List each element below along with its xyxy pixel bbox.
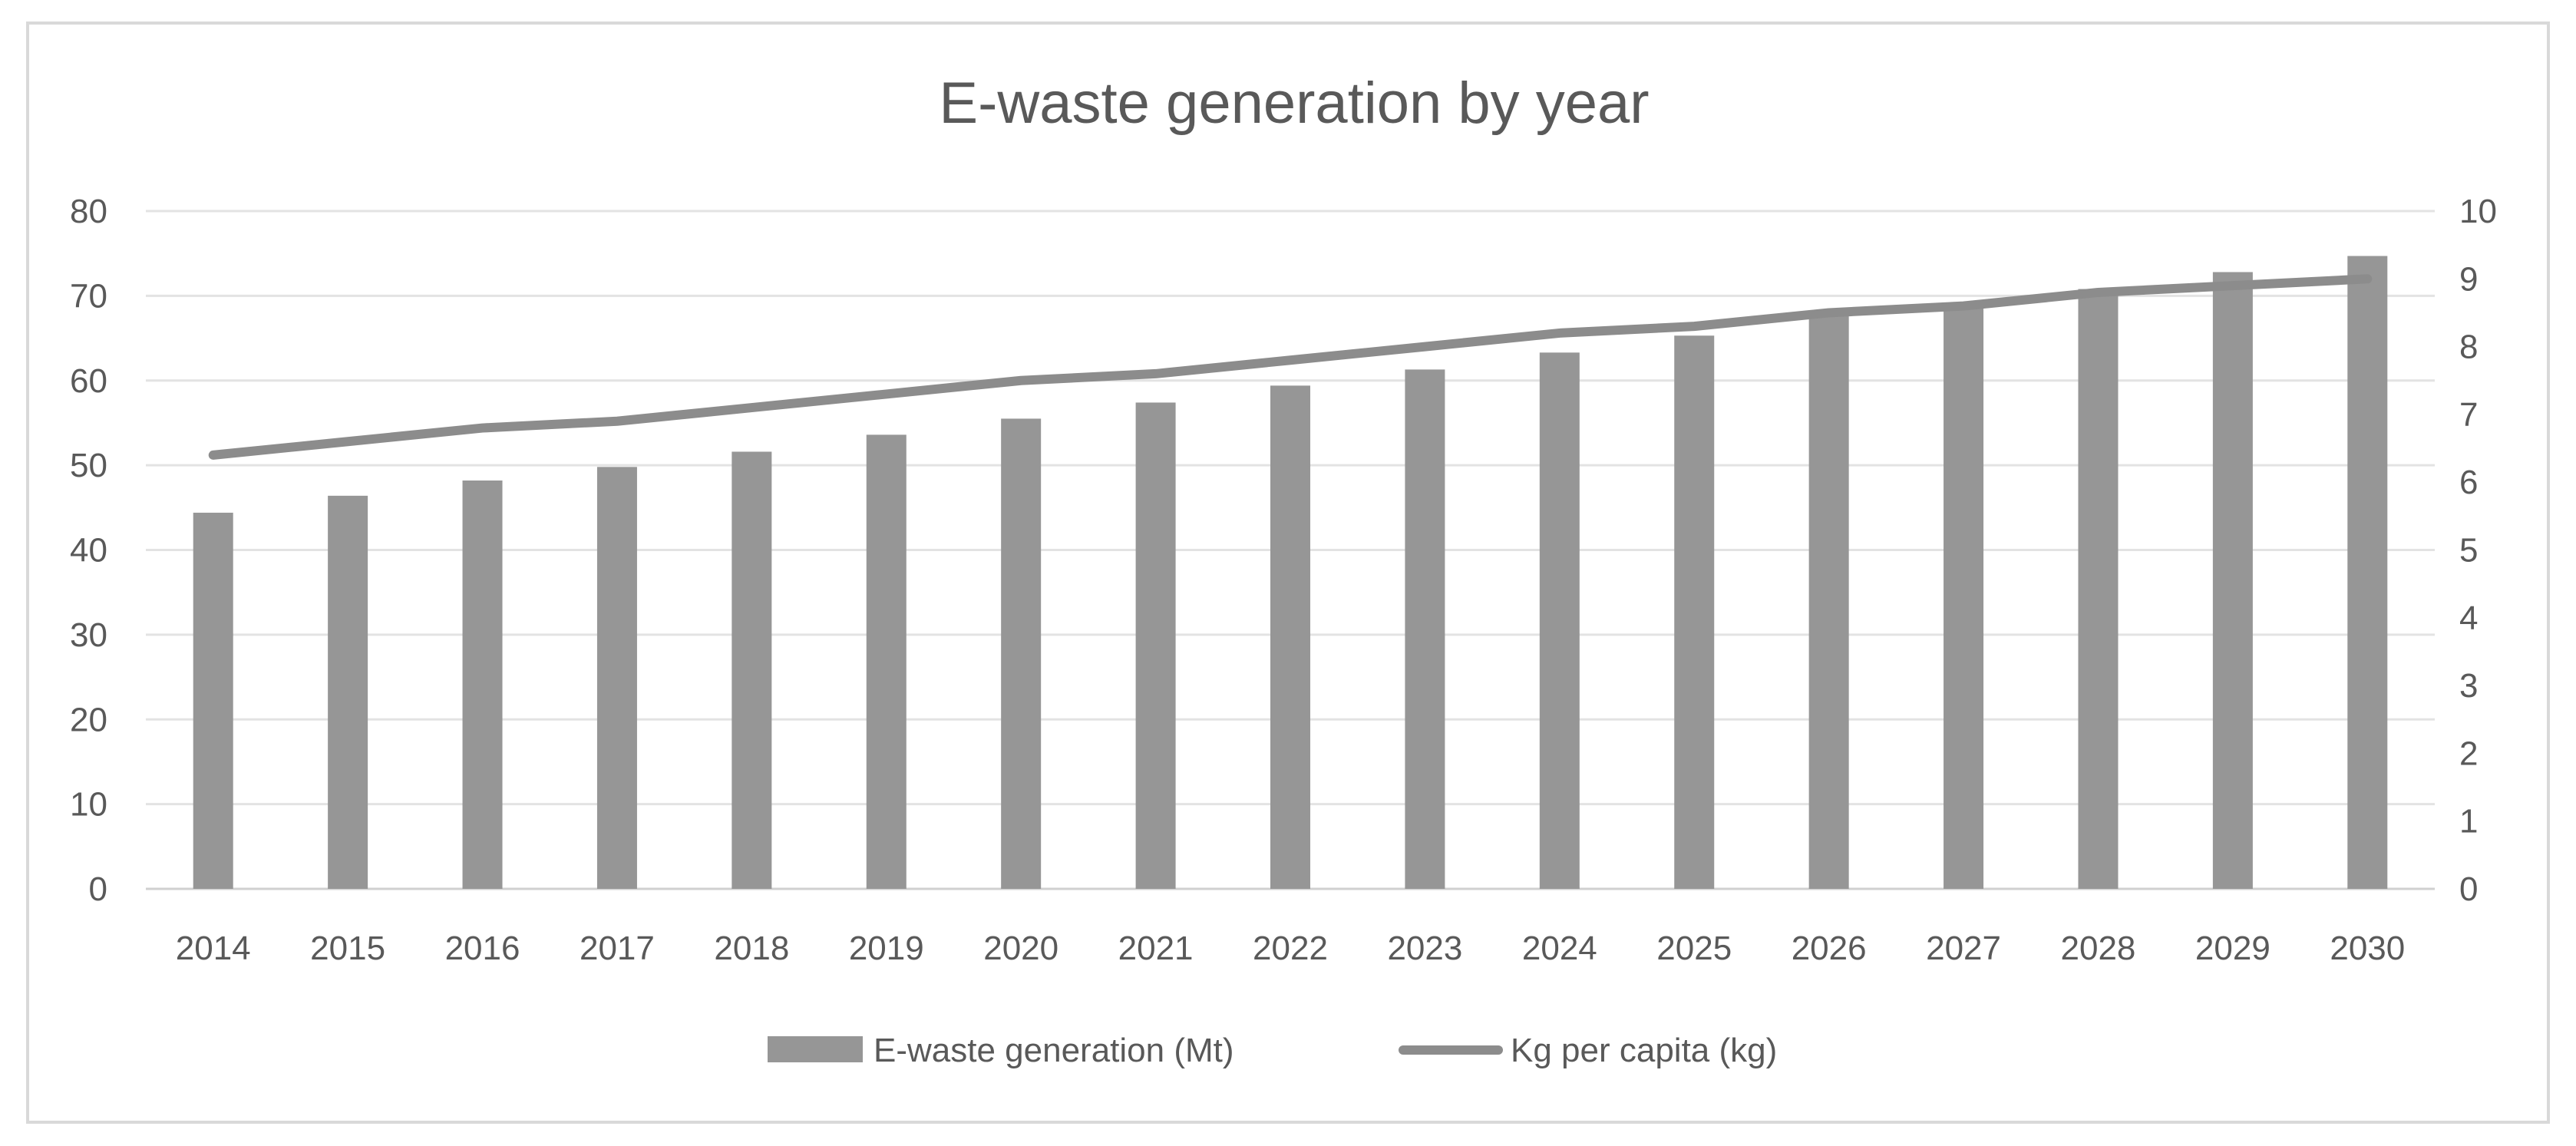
bar-series [193,256,2388,890]
bar-2023 [1405,369,1445,889]
bar-2021 [1135,402,1176,889]
line-point-2014 [211,453,215,457]
right-axis-tick: 7 [2459,396,2478,434]
left-axis-tick: 30 [70,616,107,654]
right-axis-tick: 6 [2459,464,2478,501]
right-axis-tick: 2 [2459,735,2478,772]
bar-2016 [462,480,503,889]
left-axis-tick: 10 [70,786,107,824]
x-axis-tick: 2020 [983,930,1058,967]
right-axis-tick: 8 [2459,329,2478,366]
right-axis-tick: 10 [2459,193,2497,230]
line-point-2024 [1557,331,1561,335]
bar-2015 [328,495,368,889]
line-point-2018 [750,406,754,410]
line-point-2027 [1962,304,1966,308]
bar-2022 [1270,385,1310,889]
line-point-2023 [1423,345,1427,348]
left-axis-tick: 40 [70,532,107,570]
line-point-2026 [1827,311,1831,315]
right-axis-tick: 1 [2459,803,2478,841]
legend-swatch-bar [768,1036,863,1062]
x-axis-tick: 2015 [310,930,385,967]
x-axis-tick: 2019 [849,930,924,967]
bar-2020 [1001,418,1042,889]
right-axis-tick: 3 [2459,667,2478,705]
left-axis-tick: 50 [70,447,107,484]
bar-2027 [1944,303,1984,890]
bar-2019 [866,434,907,889]
bar-2025 [1674,335,1715,890]
x-axis-tick: 2016 [445,930,520,967]
left-axis-tick: 60 [70,362,107,400]
right-axis-tick: 9 [2459,260,2478,298]
line-point-2022 [1289,358,1292,362]
line-point-2025 [1693,325,1696,329]
x-axis-tick: 2024 [1522,930,1597,967]
bar-2029 [2212,272,2253,890]
line-point-2017 [615,419,619,423]
bar-2018 [732,451,772,889]
legend-label-bar: E-waste generation (Mt) [874,1032,1234,1069]
right-axis-tick: 5 [2459,532,2478,570]
x-axis-tick: 2028 [2061,930,2136,967]
bar-2017 [596,467,637,889]
x-axis-tick: 2025 [1656,930,1732,967]
x-axis-tick: 2014 [176,930,251,967]
line-point-2016 [481,426,484,430]
x-axis-tick: 2026 [1792,930,1867,967]
left-axis: 0 10 20 30 40 50 60 70 80 [70,193,107,908]
right-axis-tick: 4 [2459,599,2478,637]
right-axis-tick: 0 [2459,870,2478,908]
line-point-2030 [2366,277,2370,281]
line-point-2029 [2231,284,2234,288]
line-series [208,274,2373,460]
x-axis-tick: 2030 [2330,930,2405,967]
x-axis-tick: 2017 [580,930,655,967]
x-axis-tick: 2023 [1387,930,1462,967]
bar-2024 [1539,352,1580,889]
legend: E-waste generation (Mt) Kg per capita (kg… [768,1032,1777,1069]
left-axis-tick: 20 [70,701,107,738]
legend-label-line: Kg per capita (kg) [1511,1032,1777,1069]
x-axis-tick: 2029 [2195,930,2271,967]
chart-title: E-waste generation by year [939,71,1649,136]
left-axis-tick: 0 [89,870,107,908]
x-axis-tick: 2022 [1253,930,1328,967]
line-point-2021 [1154,372,1158,375]
x-axis-tick: 2027 [1926,930,2001,967]
bar-2014 [193,512,233,889]
line-point-2028 [2096,290,2100,294]
bar-2026 [1808,315,1849,889]
line-point-2015 [346,440,350,444]
line-point-2020 [1019,378,1023,382]
line-point-2019 [884,392,888,396]
x-axis-tick: 2021 [1118,930,1194,967]
left-axis-tick: 80 [70,193,107,230]
x-axis: 2014 2015 2016 2017 2018 2019 2020 2021 2022 2023… [176,930,2405,967]
x-axis-tick: 2018 [714,930,789,967]
bar-2028 [2078,289,2119,889]
right-axis: 0 1 2 3 4 5 6 7 8 9 10 [2459,193,2497,908]
bar-2030 [2347,256,2388,889]
left-axis-tick: 70 [70,277,107,315]
